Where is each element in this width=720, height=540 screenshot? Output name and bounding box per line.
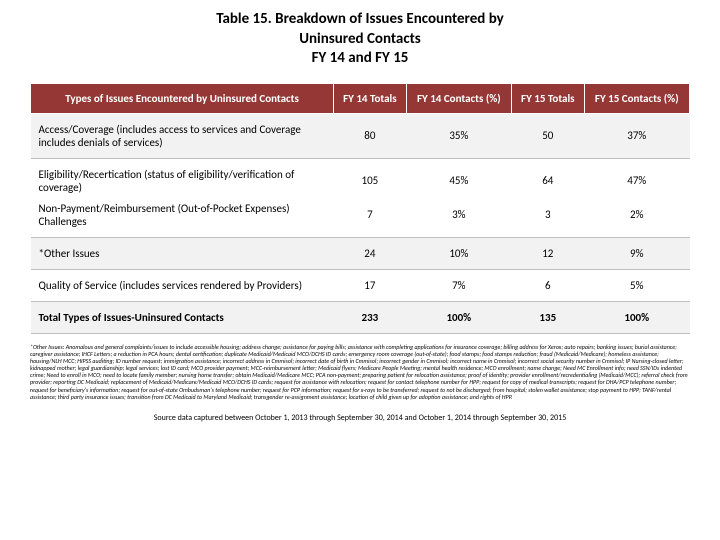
row-val: 35%: [406, 113, 511, 158]
header-row: Types of Issues Encountered by Uninsured…: [31, 83, 690, 113]
row-val: 6: [512, 269, 585, 301]
title-line-1: Table 15. Breakdown of Issues Encountere…: [30, 10, 690, 30]
row-val: 50: [512, 113, 585, 158]
footnote-text: *Other Issues: Anomalous and general com…: [30, 344, 690, 402]
col-header-type: Types of Issues Encountered by Uninsured…: [31, 83, 334, 113]
row-val: 2%: [584, 198, 689, 238]
row-val: 80: [334, 113, 407, 158]
row-val: 105: [334, 158, 407, 198]
title-line-3: FY 14 and FY 15: [30, 49, 690, 69]
row-val: 17: [334, 269, 407, 301]
table-row: Access/Coverage (includes access to serv…: [31, 113, 690, 158]
row-val: 5%: [584, 269, 689, 301]
table-row: Eligibility/Recertication (status of eli…: [31, 158, 690, 198]
row-label: *Other Issues: [31, 237, 334, 269]
col-header-fy15pct: FY 15 Contacts (%): [584, 83, 689, 113]
row-label: Quality of Service (includes services re…: [31, 269, 334, 301]
row-val: 10%: [406, 237, 511, 269]
col-header-fy15tot: FY 15 Totals: [512, 83, 585, 113]
total-val: 100%: [584, 301, 689, 333]
total-row: Total Types of Issues-Uninsured Contacts…: [31, 301, 690, 333]
issues-table: Types of Issues Encountered by Uninsured…: [30, 83, 690, 334]
row-label: Eligibility/Recertication (status of eli…: [31, 158, 334, 198]
row-val: 24: [334, 237, 407, 269]
table-row: Non-Payment/Reimbursement (Out-of-Pocket…: [31, 198, 690, 238]
row-val: 45%: [406, 158, 511, 198]
total-val: 100%: [406, 301, 511, 333]
row-label: Access/Coverage (includes access to serv…: [31, 113, 334, 158]
row-val: 12: [512, 237, 585, 269]
row-val: 47%: [584, 158, 689, 198]
table-row: *Other Issues 24 10% 12 9%: [31, 237, 690, 269]
row-val: 7%: [406, 269, 511, 301]
table-row: Quality of Service (includes services re…: [31, 269, 690, 301]
row-val: 3%: [406, 198, 511, 238]
col-header-fy14pct: FY 14 Contacts (%): [406, 83, 511, 113]
total-val: 135: [512, 301, 585, 333]
row-val: 3: [512, 198, 585, 238]
table-title: Table 15. Breakdown of Issues Encountere…: [30, 10, 690, 69]
row-val: 9%: [584, 237, 689, 269]
row-val: 7: [334, 198, 407, 238]
title-line-2: Uninsured Contacts: [30, 30, 690, 50]
total-label: Total Types of Issues-Uninsured Contacts: [31, 301, 334, 333]
total-val: 233: [334, 301, 407, 333]
col-header-fy14tot: FY 14 Totals: [334, 83, 407, 113]
source-text: Source data captured between October 1, …: [30, 413, 690, 423]
row-label: Non-Payment/Reimbursement (Out-of-Pocket…: [31, 198, 334, 238]
row-val: 37%: [584, 113, 689, 158]
row-val: 64: [512, 158, 585, 198]
